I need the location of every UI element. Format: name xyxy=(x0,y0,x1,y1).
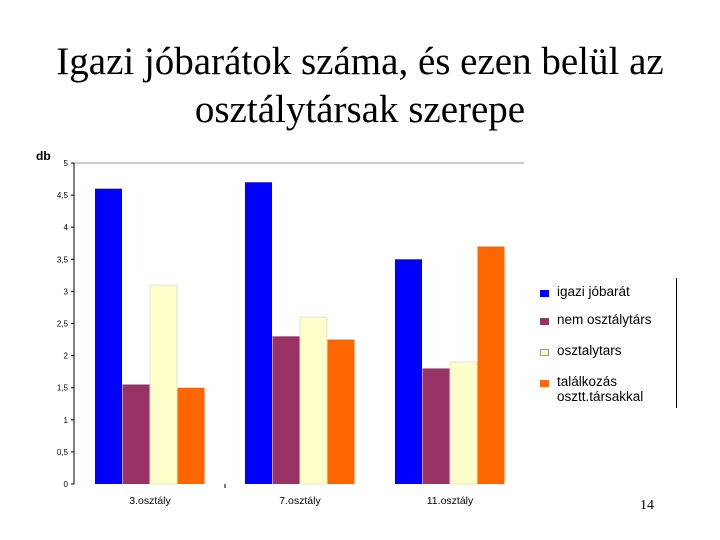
legend-swatch xyxy=(540,290,549,297)
y-tick-label: 4 xyxy=(64,223,69,232)
bar xyxy=(272,336,300,484)
y-tick-label: 2,5 xyxy=(57,320,69,329)
bar xyxy=(149,284,178,485)
y-tick-label: 5 xyxy=(64,159,69,168)
legend-item: nem osztálytárs xyxy=(540,312,652,327)
y-tick-label: 0 xyxy=(64,480,69,489)
chart-legend: igazi jóbarát nem osztálytárs osztalytar… xyxy=(534,278,677,408)
bar xyxy=(177,387,205,484)
legend-swatch xyxy=(540,349,549,356)
bar xyxy=(477,246,505,484)
legend-label: találkozás osztt.társakkal xyxy=(557,374,644,404)
legend-swatch xyxy=(540,380,549,387)
bar xyxy=(449,361,478,485)
x-tick-label: 11.osztály xyxy=(427,495,474,507)
y-tick-label: 0,5 xyxy=(57,448,69,457)
bar xyxy=(327,339,355,484)
y-tick-label: 3 xyxy=(64,287,69,296)
title-line-1: Igazi jóbarátok száma, és ezen belül az xyxy=(56,40,664,83)
legend-label: osztalytars xyxy=(557,343,622,358)
bar xyxy=(395,259,422,484)
bar xyxy=(122,384,150,484)
legend-item: osztalytars xyxy=(540,343,622,358)
legend-item: igazi jóbarát xyxy=(540,284,630,299)
bar xyxy=(95,188,122,484)
y-tick-label: 3,5 xyxy=(57,255,69,264)
y-tick-label: 1,5 xyxy=(57,384,69,393)
legend-swatch xyxy=(540,318,549,325)
legend-label: nem osztálytárs xyxy=(557,312,652,327)
bar xyxy=(422,368,450,484)
x-tick-label: 3.osztály xyxy=(129,495,171,507)
y-axis-label: db xyxy=(36,149,51,163)
bar xyxy=(245,182,272,484)
legend-item: találkozás osztt.társakkal xyxy=(540,374,643,404)
slide-title: Igazi jóbarátok száma, és ezen belül az … xyxy=(0,38,720,134)
page-number: 14 xyxy=(640,498,654,513)
x-tick-label: 7.osztály xyxy=(279,495,321,507)
bar xyxy=(299,316,328,485)
y-tick-label: 4,5 xyxy=(57,191,69,200)
title-line-2: osztálytársak szerepe xyxy=(194,88,526,131)
y-tick-label: 1 xyxy=(64,416,69,425)
legend-label: igazi jóbarát xyxy=(557,284,630,299)
y-tick-label: 2 xyxy=(64,352,69,361)
